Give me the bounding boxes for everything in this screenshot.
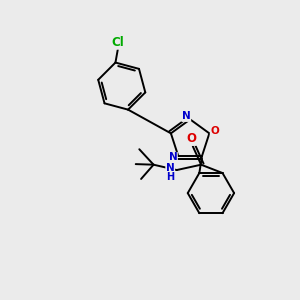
Text: Cl: Cl (112, 36, 124, 49)
Text: N: N (182, 111, 190, 122)
Text: O: O (210, 126, 219, 136)
Text: N: N (169, 152, 177, 162)
Text: O: O (186, 132, 196, 145)
Text: N: N (166, 163, 175, 173)
Text: H: H (166, 172, 174, 182)
